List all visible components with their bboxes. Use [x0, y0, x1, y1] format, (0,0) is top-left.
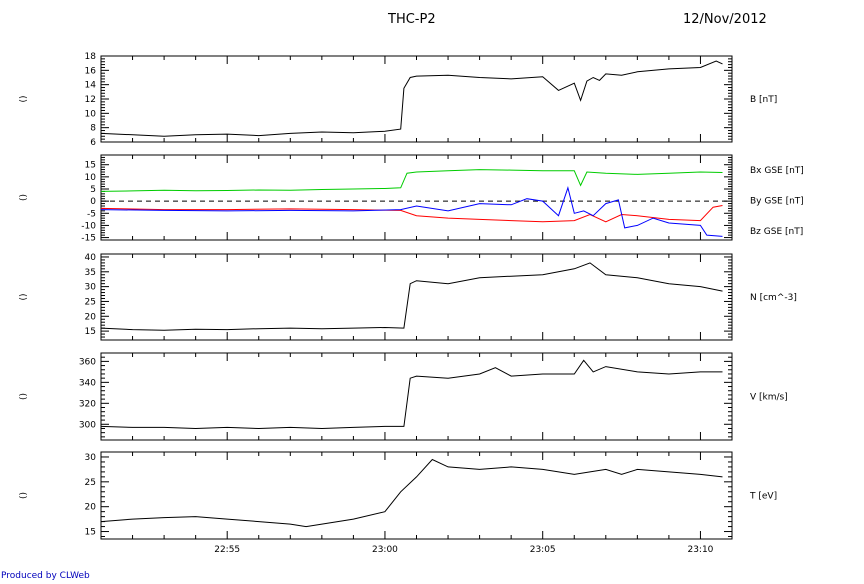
y-tick-label: 10 — [85, 173, 97, 183]
y-tick-label: 8 — [90, 124, 96, 134]
series-line-t — [100, 458, 723, 528]
y-tick-label: 10 — [85, 109, 97, 119]
series-label: Bz GSE [nT] — [750, 227, 803, 237]
y-tick-label: 340 — [79, 378, 96, 388]
y-tick-label: 20 — [85, 312, 97, 322]
y-tick-label: 25 — [85, 297, 96, 307]
panels: 6 8 10 12 14 16 18 () B [nT] -15 -10 -5 0 5 10 15 () Bx G… — [19, 52, 804, 555]
plot-frame — [100, 253, 733, 341]
series-label: B [nT] — [750, 95, 777, 105]
y-tick-label: 18 — [85, 52, 97, 62]
panel-n: 15 20 25 30 35 40 () N [cm^-3] — [19, 253, 797, 341]
plot-frame — [100, 154, 733, 241]
y-tick-label: 6 — [90, 138, 96, 148]
y-axis-label: () — [19, 95, 29, 102]
y-tick-label: -15 — [81, 234, 96, 244]
y-axis-label: () — [19, 492, 29, 499]
series-label: N [cm^-3] — [750, 293, 797, 303]
series-label: V [km/s] — [750, 393, 788, 403]
y-tick-label: 25 — [85, 478, 96, 488]
x-tick-label: 23:10 — [687, 545, 713, 555]
plot-frame — [100, 55, 733, 143]
y-axis-label: () — [19, 194, 29, 201]
y-tick-label: 360 — [79, 357, 96, 367]
series-line-n — [100, 262, 723, 331]
series-line-bx — [100, 205, 723, 223]
y-tick-label: 35 — [85, 268, 96, 278]
plot-frame — [100, 352, 733, 441]
y-tick-label: 14 — [85, 81, 97, 91]
series-line-v — [100, 359, 723, 430]
x-tick-label: 23:05 — [530, 545, 556, 555]
series-line-bz — [100, 186, 723, 237]
y-tick-label: 15 — [85, 161, 96, 171]
x-tick-label: 22:55 — [214, 545, 240, 555]
y-tick-label: 20 — [85, 503, 97, 513]
y-axis-label: () — [19, 393, 29, 400]
panel-b: 6 8 10 12 14 16 18 () B [nT] — [19, 52, 777, 148]
y-tick-label: 16 — [85, 66, 97, 76]
y-tick-label: 30 — [85, 453, 97, 463]
y-tick-label: 15 — [85, 528, 96, 538]
credit-label: Produced by CLWeb — [1, 571, 90, 581]
series-label: T [eV] — [749, 492, 777, 502]
y-tick-label: 12 — [85, 95, 96, 105]
panel-v: 300 320 340 360 () V [km/s] — [19, 352, 788, 441]
y-tick-label: 5 — [90, 185, 96, 195]
y-tick-label: 30 — [85, 283, 97, 293]
y-tick-label: 300 — [79, 420, 96, 430]
y-tick-label: 320 — [79, 399, 96, 409]
y-tick-label: -5 — [87, 209, 96, 219]
panel-t: 15 20 25 30 () T [eV] — [19, 451, 777, 540]
chart-date: 12/Nov/2012 — [683, 12, 767, 27]
series-label: Bx GSE [nT] — [750, 166, 804, 176]
series-line-b — [100, 60, 723, 137]
y-tick-label: 0 — [90, 197, 96, 207]
series-line-by — [100, 169, 723, 192]
y-tick-label: -10 — [81, 221, 96, 231]
plot-frame — [100, 451, 733, 540]
series-label: By GSE [nT] — [750, 197, 804, 207]
y-tick-label: 15 — [85, 327, 96, 337]
x-tick-label: 23:00 — [372, 545, 398, 555]
panel-b-gse: -15 -10 -5 0 5 10 15 () Bx GSE [nT] By GSE [nT] Bz… — [19, 154, 804, 244]
chart-title: THC-P2 — [387, 12, 436, 27]
y-axis-label: () — [19, 293, 29, 300]
y-tick-label: 40 — [85, 253, 97, 263]
